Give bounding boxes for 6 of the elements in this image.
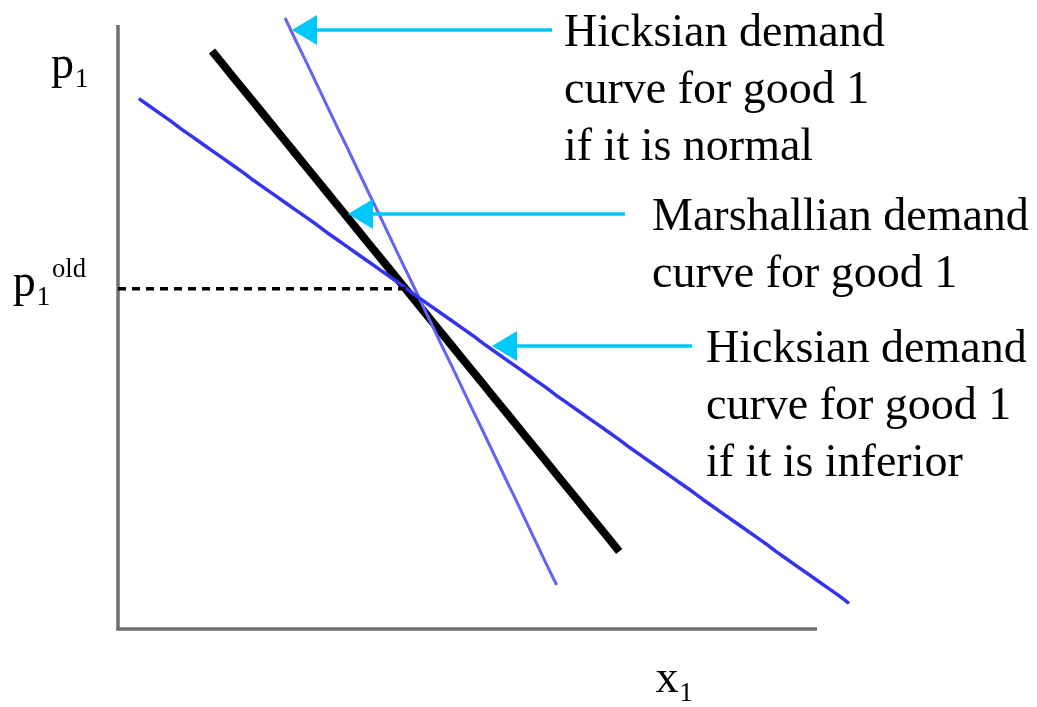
annotation: Marshallian demand curve for good 1 (652, 189, 1029, 297)
x-axis-title: x₁ (655, 651, 695, 702)
y-axis-title: p₁ (50, 37, 90, 88)
ref-line-label: p₁$^{old}$ (12, 252, 87, 306)
annotation: Hicksian demand curve for good 1 if it is normal (564, 5, 885, 170)
annotation: Hicksian demand curve for good 1 if it is inferior (706, 321, 1027, 486)
